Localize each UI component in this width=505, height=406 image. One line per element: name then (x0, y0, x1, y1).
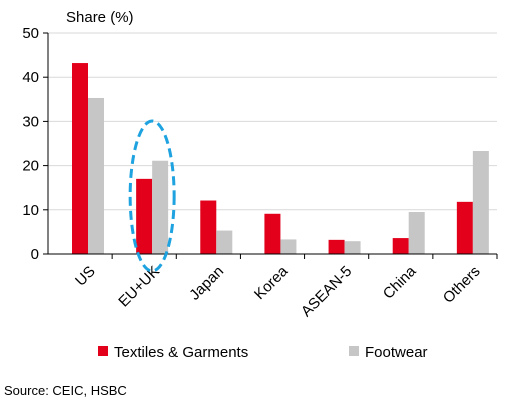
bar (88, 97, 104, 254)
bars (72, 63, 489, 254)
legend: Textiles & Garments Footwear (98, 344, 428, 361)
y-axis-label: Share (%) (66, 9, 134, 26)
x-tick-label: China (380, 262, 420, 302)
legend-label: Footwear (365, 344, 428, 361)
y-tick-label: 10 (22, 202, 39, 219)
x-tick-label: US (72, 263, 99, 290)
y-tick-label: 40 (22, 69, 39, 86)
x-tick-label: Korea (251, 262, 292, 303)
x-tick-label: Others (440, 263, 484, 307)
x-tick-label: Japan (186, 263, 227, 304)
legend-swatch (98, 346, 108, 356)
source-note: Source: CEIC, HSBC (4, 383, 127, 398)
bar (264, 213, 281, 254)
y-tick-label: 0 (31, 246, 39, 263)
bar (472, 151, 489, 254)
bar (136, 178, 153, 254)
bar (280, 239, 297, 254)
bar (216, 230, 233, 254)
highlight-ellipse-shape (128, 119, 176, 273)
gridlines (48, 32, 497, 211)
x-tick-label: ASEAN-5 (298, 263, 355, 320)
bar (408, 212, 425, 254)
legend-label: Textiles & Garments (114, 344, 248, 361)
bar (72, 63, 88, 254)
bar (392, 238, 409, 254)
y-tick-label: 30 (22, 113, 39, 130)
y-axis-ticks: 0 10 20 30 40 50 (22, 25, 497, 263)
x-axis-ticks: US EU+UK Japan Korea ASEAN-5 China Others (72, 254, 498, 320)
bar (456, 201, 473, 254)
bar (328, 239, 345, 254)
bar (344, 241, 361, 254)
y-tick-label: 50 (22, 25, 39, 42)
bar (152, 160, 169, 254)
bar (200, 200, 217, 254)
highlight-ellipse (128, 119, 176, 273)
legend-swatch (349, 346, 359, 356)
y-tick-label: 20 (22, 158, 39, 175)
